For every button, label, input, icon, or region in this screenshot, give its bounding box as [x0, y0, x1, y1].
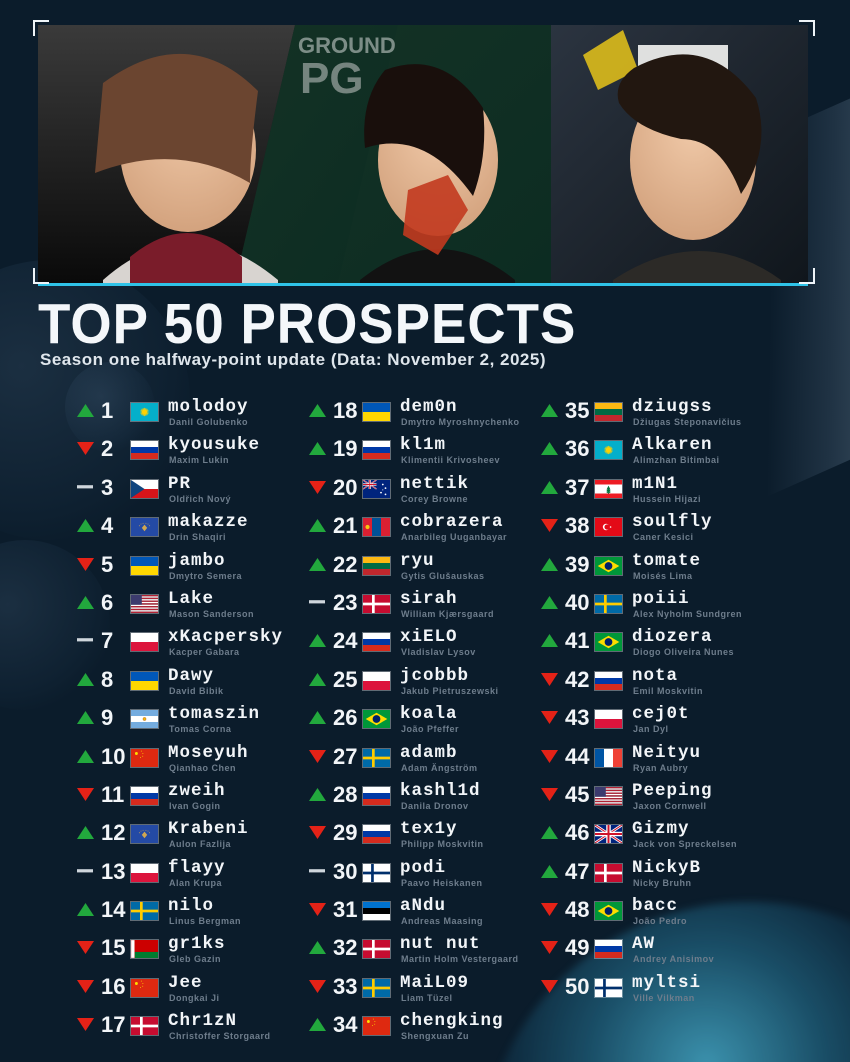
svg-text:PG: PG	[300, 54, 364, 103]
